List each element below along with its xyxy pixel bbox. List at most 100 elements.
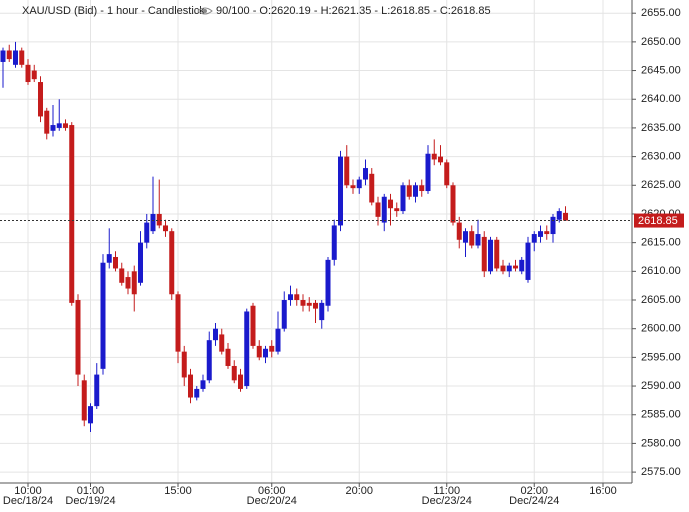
candle-body xyxy=(319,302,325,321)
candle-body xyxy=(138,242,143,283)
x-date-label: Dec/24/24 xyxy=(509,495,559,507)
candle-body xyxy=(194,388,200,398)
candle-body xyxy=(206,340,212,381)
candle-body xyxy=(44,110,50,134)
x-date-label: Dec/20/24 xyxy=(247,495,297,507)
candle-body xyxy=(431,153,437,160)
candle-body xyxy=(463,231,468,243)
candle-body xyxy=(144,222,150,243)
candle-body xyxy=(450,185,456,223)
candle-body xyxy=(475,234,481,246)
candle-body xyxy=(256,345,262,358)
candle-body xyxy=(288,294,293,301)
x-date-label: Dec/23/24 xyxy=(422,495,472,507)
y-tick-label: 2580.00 xyxy=(641,437,681,449)
candle-body xyxy=(500,265,506,272)
x-tick-label: 10:00 xyxy=(14,485,42,497)
candle-body xyxy=(56,123,62,128)
candle-body xyxy=(363,168,368,180)
candle-body xyxy=(394,208,400,212)
ohlc-info: 90/100 - O:2620.19 - H:2621.35 - L:2618.… xyxy=(216,5,491,17)
candle-body xyxy=(131,271,137,295)
candle-body xyxy=(225,348,231,366)
candle-body xyxy=(513,265,518,269)
y-tick-label: 2640.00 xyxy=(641,93,681,105)
y-tick-label: 2630.00 xyxy=(641,151,681,163)
candle-body xyxy=(506,265,512,272)
candle-body xyxy=(175,294,181,352)
candle-body xyxy=(519,259,525,272)
x-date-label: Dec/19/24 xyxy=(65,495,115,507)
candle-body xyxy=(538,231,543,237)
candle-body xyxy=(244,311,250,387)
y-tick-label: 2610.00 xyxy=(641,265,681,277)
x-date-label: Dec/18/24 xyxy=(3,495,53,507)
candle-body xyxy=(531,234,537,243)
chart-title: XAU/USD (Bid) - 1 hour - Candlestick xyxy=(22,5,205,17)
candle-body xyxy=(119,268,125,283)
x-tick-label: 01:00 xyxy=(77,485,105,497)
y-tick-label: 2645.00 xyxy=(641,64,681,76)
candle-body xyxy=(419,185,425,192)
y-tick-label: 2625.00 xyxy=(641,179,681,191)
candle-body xyxy=(481,236,487,272)
x-tick-label: 11:00 xyxy=(433,485,460,497)
candle-body xyxy=(275,328,281,352)
last-price-label: 2618.85 xyxy=(638,215,678,227)
candle-body xyxy=(88,406,93,424)
y-tick-label: 2605.00 xyxy=(641,294,681,306)
candle-body xyxy=(81,380,87,421)
candle-body xyxy=(156,213,162,226)
candle-body xyxy=(163,225,168,232)
candle-body xyxy=(238,374,243,389)
candle-body xyxy=(444,162,450,186)
candle-body xyxy=(350,185,356,189)
y-tick-label: 2585.00 xyxy=(641,409,681,421)
x-tick-label: 06:00 xyxy=(258,485,286,497)
candle-body xyxy=(31,70,37,80)
candles xyxy=(0,41,568,432)
y-tick-label: 2590.00 xyxy=(641,380,681,392)
candle-body xyxy=(331,225,337,260)
candle-body xyxy=(456,222,462,240)
candle-body xyxy=(300,300,306,306)
candle-body xyxy=(294,294,300,301)
candle-body xyxy=(338,156,343,226)
candle-body xyxy=(281,300,287,329)
candle-body xyxy=(94,374,100,407)
candle-body xyxy=(556,211,562,220)
candle-body xyxy=(75,300,81,375)
y-tick-label: 2655.00 xyxy=(641,7,681,19)
candle-body xyxy=(388,199,393,209)
eye-icon xyxy=(197,7,213,15)
candle-body xyxy=(150,213,156,232)
candle-body xyxy=(113,256,118,269)
candle-body xyxy=(188,374,193,398)
candle-body xyxy=(106,254,112,263)
candle-body xyxy=(425,153,431,192)
candle-body xyxy=(181,351,187,378)
candle-body xyxy=(400,185,406,212)
candle-body xyxy=(375,202,381,217)
candle-body xyxy=(69,125,75,303)
candle-body xyxy=(438,156,443,163)
x-tick-label: 16:00 xyxy=(589,485,617,497)
candle-body xyxy=(344,156,350,186)
y-tick-label: 2595.00 xyxy=(641,351,681,363)
x-tick-label: 20:00 xyxy=(345,485,373,497)
y-tick-label: 2635.00 xyxy=(641,122,681,134)
candle-body xyxy=(550,216,556,235)
y-tick-label: 2600.00 xyxy=(641,323,681,335)
candle-body xyxy=(469,231,475,246)
candle-body xyxy=(219,334,225,352)
candle-body xyxy=(0,50,6,62)
candle-body xyxy=(494,239,500,269)
candle-body xyxy=(525,242,531,280)
candle-body xyxy=(381,196,387,223)
candle-body xyxy=(369,173,375,203)
candle-body xyxy=(563,212,568,221)
x-tick-label: 15:00 xyxy=(164,485,192,497)
candle-body xyxy=(63,123,68,128)
